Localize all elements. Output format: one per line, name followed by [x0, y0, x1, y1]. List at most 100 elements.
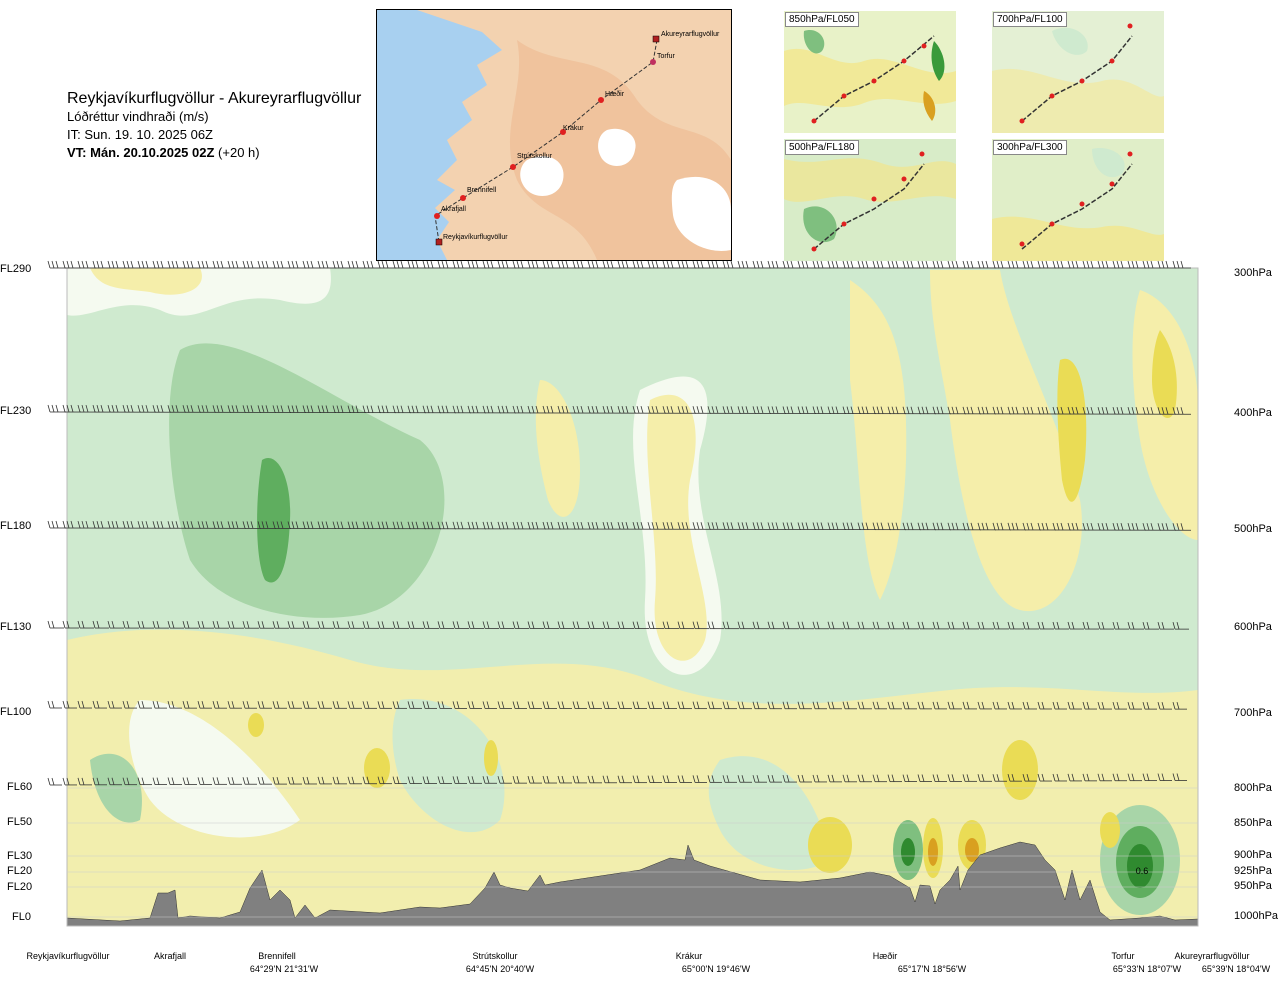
wind-barb-feather [1131, 407, 1135, 415]
field-down-top-left [90, 268, 202, 295]
wind-barb-feather [887, 406, 891, 414]
wind-barb-feather [317, 405, 321, 413]
wind-barb-feather [1150, 407, 1154, 415]
wind-barb-feather [347, 405, 351, 413]
wind-barb-feather [1011, 621, 1015, 630]
wind-barb-feather [212, 521, 216, 529]
wind-barb-feather [1022, 621, 1026, 630]
wind-barb-feather [1037, 621, 1041, 630]
wind-barb-feather [797, 774, 801, 783]
wind-barb-feather [1022, 406, 1026, 415]
wind-barb-feather [771, 522, 775, 530]
wind-barb-feather [797, 621, 801, 629]
wind-barb-feather [756, 260, 760, 269]
wind-barb-feather [621, 260, 625, 269]
wind-barb-feather [947, 522, 951, 530]
wind-barb-feather [486, 260, 490, 269]
wind-barb-feather [572, 775, 576, 784]
wind-barb-feather [1131, 523, 1135, 531]
wind-barb-feather [145, 260, 149, 269]
wind-barb-feather [857, 621, 861, 629]
wind-barb-feather [62, 620, 66, 629]
wind-barb-feather [865, 406, 869, 414]
wind-barb-feather [707, 406, 711, 414]
pressure-label-600: 600hPa [1234, 621, 1272, 633]
wind-barb-feather [1127, 621, 1131, 630]
wind-barb-feather [1022, 260, 1026, 269]
wind-barb-feather [1037, 260, 1041, 269]
wind-barb-feather [985, 522, 989, 530]
wind-barb-feather [666, 775, 670, 783]
wind-barb-feather [347, 521, 351, 529]
wind-barb-feather [197, 701, 201, 709]
wind-barb-feather [246, 701, 250, 709]
wind-barb-feather [321, 405, 325, 413]
wind-barb-feather [891, 406, 895, 414]
wind-barb-feather [332, 405, 336, 413]
wind-barb-feather [227, 260, 231, 269]
wind-barb-feather [651, 406, 655, 414]
wind-barb-feather [632, 260, 636, 269]
wind-barb-feather [111, 700, 115, 709]
wind-barb-feather [816, 406, 820, 414]
wind-barb-feather [516, 260, 520, 269]
wind-barb-feather [805, 522, 809, 530]
wind-barb-feather [325, 521, 329, 529]
wind-barb-feather [996, 701, 1000, 710]
wind-barb-feather [756, 621, 760, 629]
wind-barb-feather [396, 405, 400, 413]
wind-barb-feather [1157, 773, 1161, 781]
wind-barb-feather [1135, 523, 1139, 531]
wind-barb-feather [805, 260, 809, 269]
wind-barb-feather [471, 521, 475, 529]
wind-barb-feather [591, 621, 595, 629]
wind-barb-feather [887, 260, 891, 269]
wind-barb-feather [1161, 773, 1165, 781]
wind-barb-feather [887, 701, 891, 709]
wind-barb-feather [400, 260, 404, 269]
wind-barb-feather [561, 521, 565, 530]
wind-barb-feather [276, 260, 280, 269]
wind-barb-feather [227, 621, 231, 629]
wind-barb-feather [336, 405, 340, 413]
wind-barb-feather [332, 701, 336, 709]
wind-barb-feather [497, 776, 501, 784]
wind-barb-feather [527, 260, 531, 269]
field-cell-3-core [928, 838, 938, 866]
wind-barb-feather [287, 405, 291, 413]
wind-barb-feather [726, 260, 730, 269]
wind-barb-feather [81, 404, 85, 413]
wind-barb-feather [227, 405, 231, 413]
wind-barb-feather [332, 521, 336, 529]
wind-barb-feather [497, 260, 501, 269]
wind-barb-feather [51, 700, 55, 709]
wind-barb-feather [430, 405, 434, 413]
wind-barb-feather [651, 260, 655, 269]
station-name-brennifell: Brennifell [258, 951, 296, 961]
station-name-reykjavik: Reykjavíkurflugvöllur [26, 951, 110, 961]
waypoint-marker-akureyri [652, 35, 660, 43]
wind-barb-feather [977, 260, 981, 269]
wind-barb-feather [977, 406, 981, 414]
wind-barb-feather [876, 522, 880, 530]
wind-barb-feather [767, 701, 771, 709]
wind-barb-feather [857, 522, 861, 530]
wind-barb-feather [1161, 407, 1165, 415]
wind-barb-feather [306, 621, 310, 629]
wind-barb-feather [396, 776, 400, 784]
wind-barb-feather [921, 406, 925, 414]
wind-barb-feather [557, 260, 561, 269]
wind-barb-feather [726, 701, 730, 709]
wind-barb-feather [156, 260, 160, 269]
wind-barb-feather [977, 522, 981, 530]
wind-barb-feather [921, 701, 925, 709]
wind-barb-feather [647, 621, 651, 629]
wind-barb-feather [861, 522, 865, 530]
wind-barb-feather [51, 620, 55, 629]
wind-barb-feather [445, 521, 449, 529]
field-cell-4-core [965, 838, 979, 862]
wind-barb-feather [846, 406, 850, 414]
wind-barb-feather [141, 620, 145, 629]
wind-barb-feather [1026, 260, 1030, 269]
wind-barb-feather [1157, 260, 1161, 269]
